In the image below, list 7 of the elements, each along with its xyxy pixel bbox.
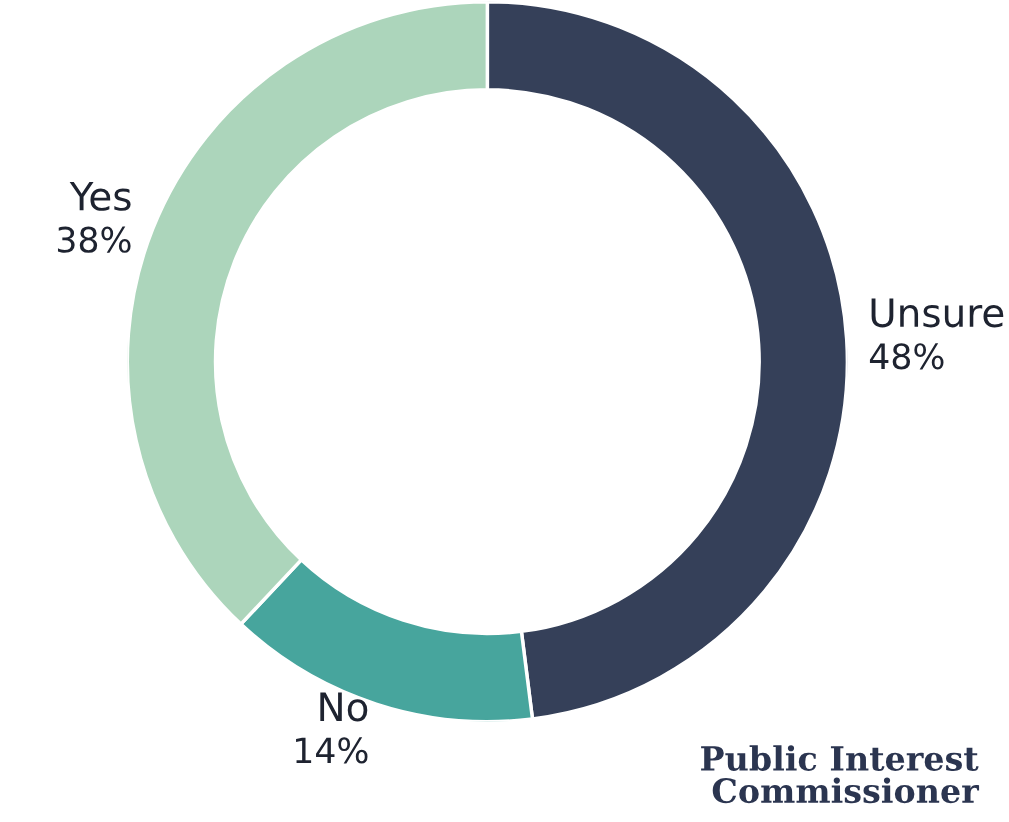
text: Public Interest Commissioner [701,745,980,804]
slice-label: Yes [69,181,131,211]
data-label: 14% [296,737,368,764]
data-label: 38% [57,226,131,253]
data-label: 48% [869,343,944,370]
slice-label: No [320,692,368,722]
slice-label: Unsure [871,298,1004,328]
